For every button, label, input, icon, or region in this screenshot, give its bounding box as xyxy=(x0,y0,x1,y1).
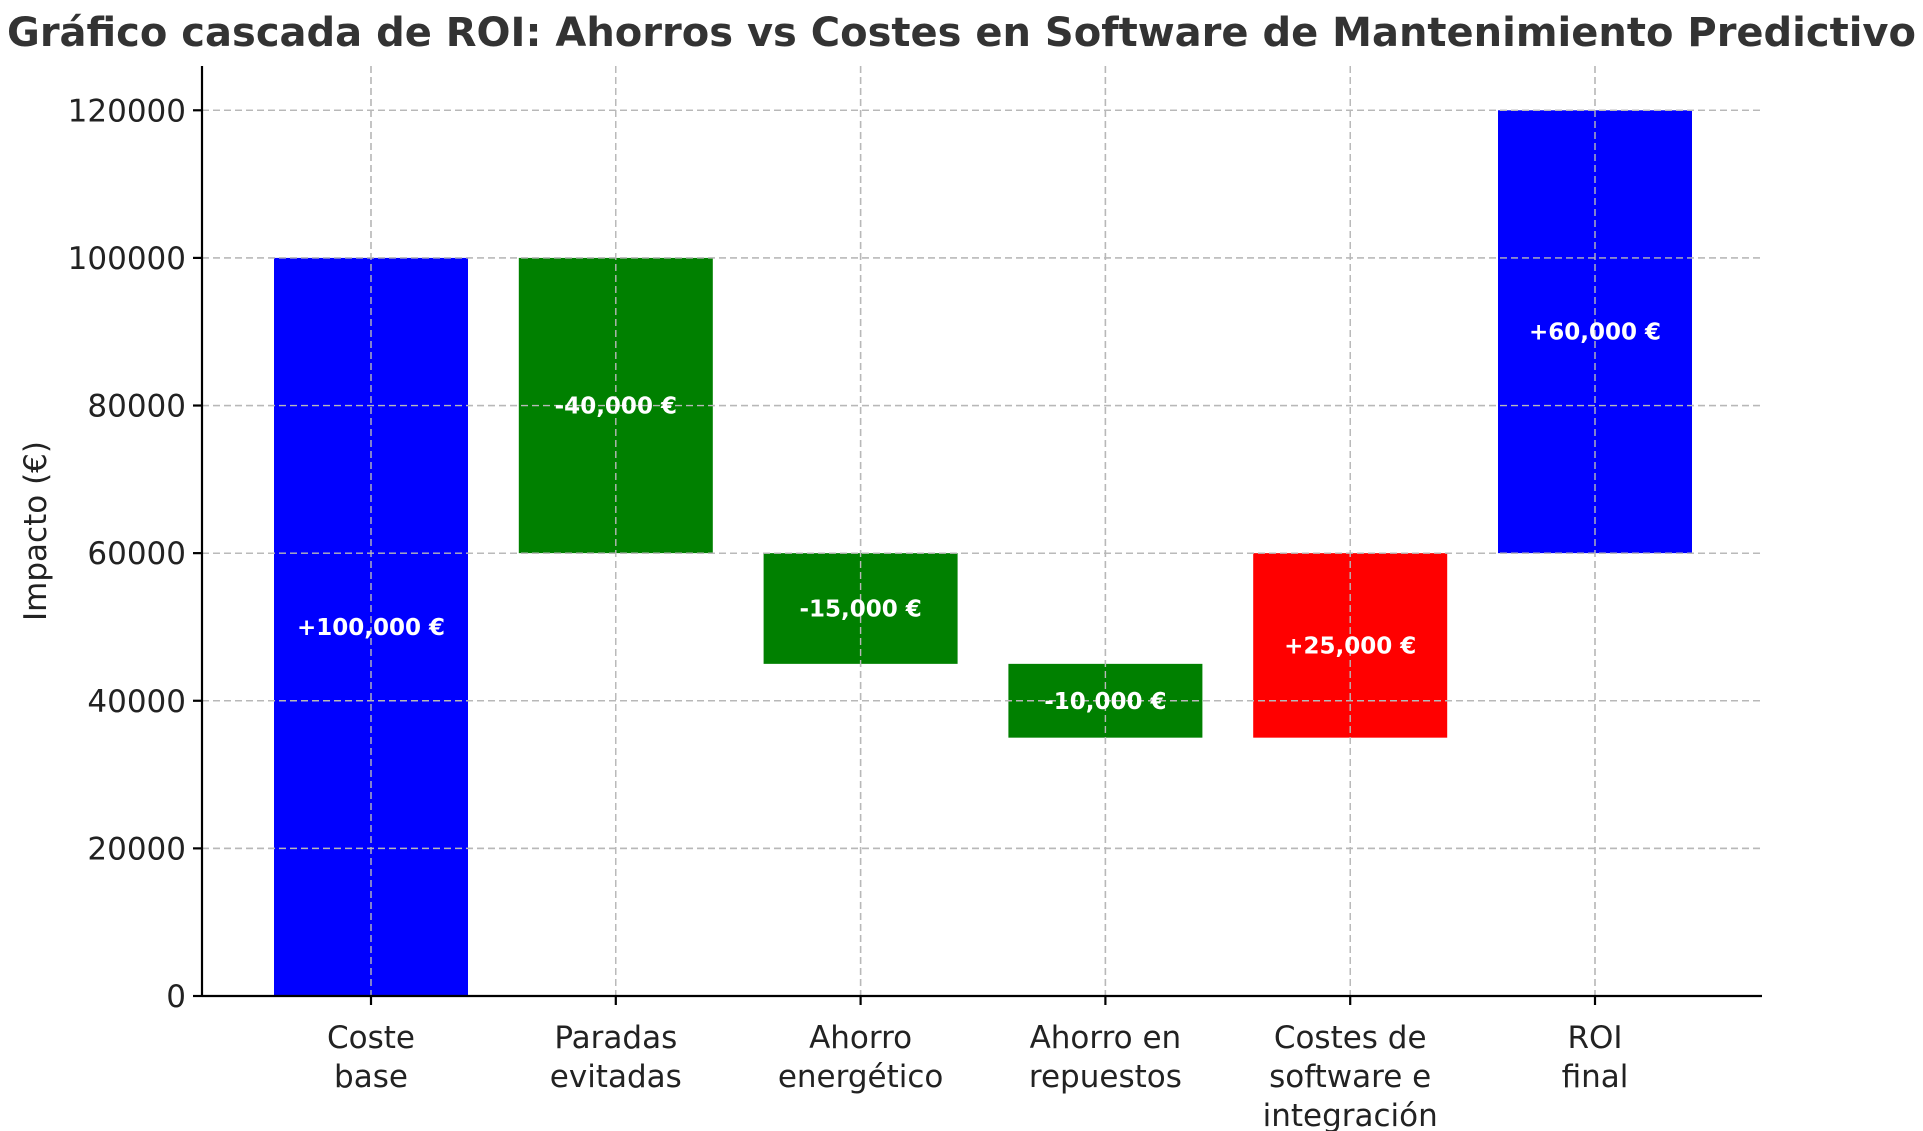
y-tick-label: 100000 xyxy=(68,241,186,277)
x-tick-label: ROI final xyxy=(1562,1020,1629,1095)
axes xyxy=(193,66,1762,1005)
x-tick-label: Paradas evitadas xyxy=(550,1020,682,1095)
x-tick-label: Ahorro energético xyxy=(778,1020,944,1095)
y-tick-label: 0 xyxy=(166,979,186,1015)
bars xyxy=(202,66,1762,996)
bar-value-label: +60,000 € xyxy=(1529,320,1661,346)
x-tick-label: Ahorro en repuestos xyxy=(1029,1020,1182,1095)
y-axis-label: Impacto (€) xyxy=(18,441,54,621)
labels: +100,000 € -40,000 € -15,000 € -10,000 € +25… xyxy=(18,93,1661,1131)
y-tick-label: 80000 xyxy=(87,389,186,425)
chart-title: Gráfico cascada de ROI: Ahorros vs Coste… xyxy=(6,10,1916,56)
bar-value-label: +100,000 € xyxy=(297,615,445,641)
y-tick-label: 20000 xyxy=(87,831,186,867)
y-tick-label: 120000 xyxy=(68,93,186,129)
y-tick-label: 40000 xyxy=(87,684,186,720)
x-tick-label: Costes de software e integración xyxy=(1263,1020,1438,1131)
x-tick-label: Coste base xyxy=(327,1020,415,1095)
y-tick-label: 60000 xyxy=(87,536,186,572)
bar-value-label: +25,000 € xyxy=(1284,633,1416,659)
grid-overlay xyxy=(202,66,1762,996)
bar-value-label: -10,000 € xyxy=(1044,689,1166,715)
bar-value-label: -40,000 € xyxy=(555,394,677,420)
bar-value-label: -15,000 € xyxy=(799,597,921,623)
